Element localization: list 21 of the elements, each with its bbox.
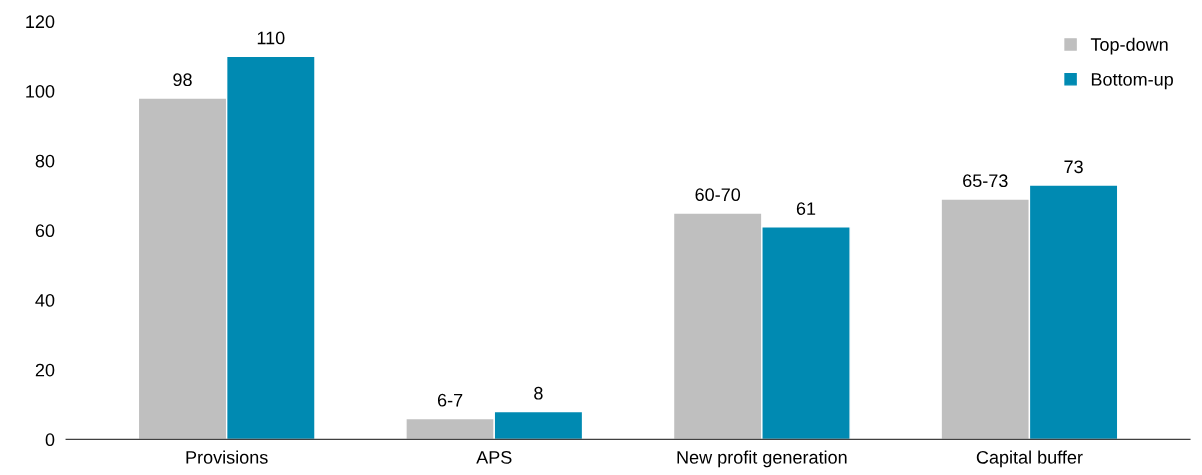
y-tick-label: 100 [26, 84, 55, 98]
y-tick-label: 80 [35, 154, 55, 168]
x-tick-label: New profit generation [677, 450, 847, 468]
data-label: 98 [173, 73, 192, 87]
data-label: 6-7 [437, 393, 463, 407]
x-tick-label: Capital buffer [976, 450, 1083, 468]
data-label: 60-70 [695, 188, 741, 202]
legend-label: Bottom-up [1091, 73, 1173, 90]
x-tick-label: APS [476, 450, 512, 464]
data-label: 65-73 [963, 174, 1008, 188]
y-tick-label: 20 [35, 363, 55, 377]
data-label: 61 [796, 202, 816, 215]
y-tick-label: 0 [45, 433, 55, 447]
data-label: 8 [534, 386, 543, 400]
x-tick-label: Provisions [186, 450, 268, 464]
y-tick-label: 120 [26, 15, 55, 29]
data-label: 110 [257, 31, 285, 45]
y-tick-label: 60 [35, 224, 55, 238]
y-tick-label: 40 [35, 293, 55, 307]
legend-label: Top-down [1090, 37, 1168, 55]
data-label: 73 [1064, 160, 1083, 174]
